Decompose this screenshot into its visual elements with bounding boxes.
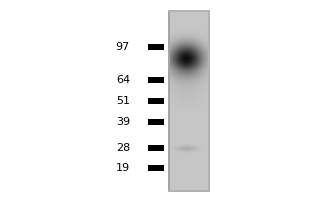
Text: 64: 64	[116, 75, 130, 85]
Bar	[148, 98, 164, 104]
Bar	[148, 119, 164, 125]
Bar	[148, 165, 164, 171]
Text: 28: 28	[116, 143, 130, 153]
Text: 97: 97	[116, 42, 130, 52]
Text: 51: 51	[116, 96, 130, 106]
Text: 39: 39	[116, 117, 130, 127]
Bar	[148, 145, 164, 151]
Text: 19: 19	[116, 163, 130, 173]
Bar	[148, 44, 164, 50]
Bar	[148, 77, 164, 83]
